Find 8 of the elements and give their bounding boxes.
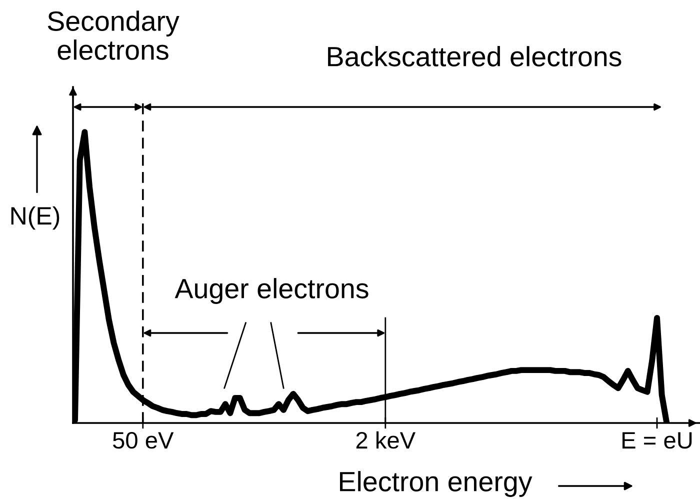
x-axis-title: Electron energy	[340, 471, 532, 497]
annotation: Auger electrons	[174, 278, 368, 304]
x-tick-label: 50 eV	[112, 432, 174, 449]
x-tick-label: E = eU	[622, 432, 692, 449]
x-tick-label: 2 keV	[356, 431, 416, 449]
text: Backscattered electrons	[328, 46, 622, 66]
y-axis-title: N(E)	[11, 206, 60, 230]
text: Secondary electrons	[48, 10, 180, 60]
